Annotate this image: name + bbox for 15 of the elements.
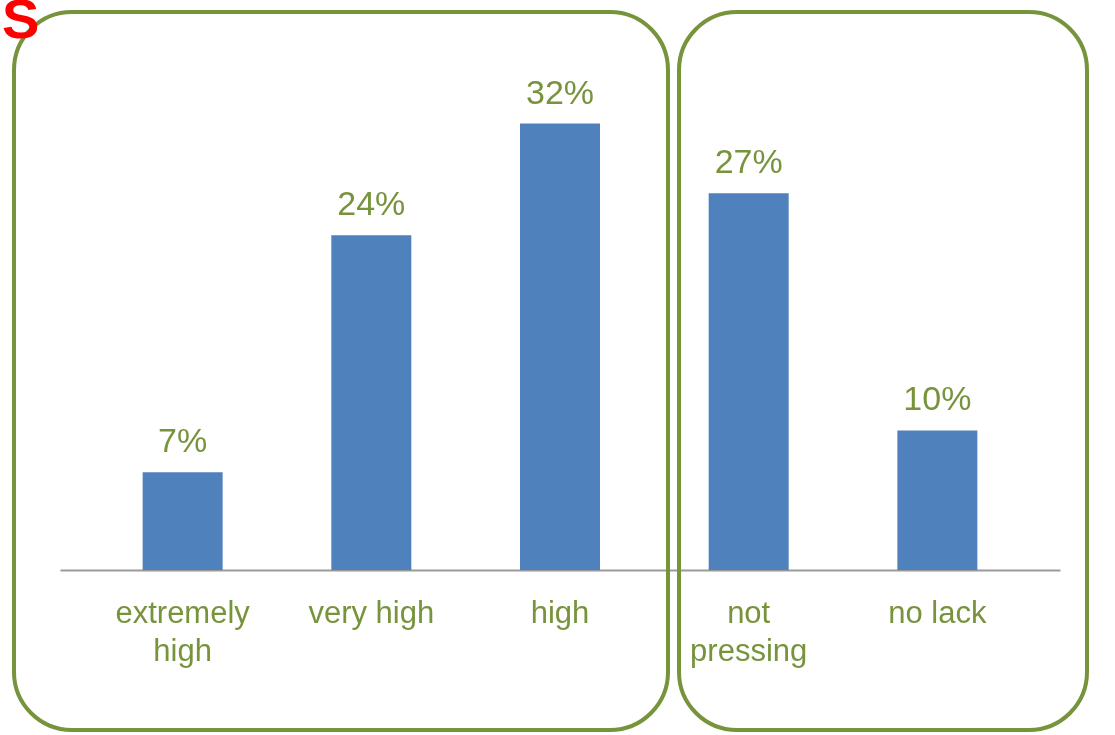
- x-tick-label: very high: [308, 594, 435, 630]
- data-label: 27%: [714, 142, 783, 181]
- data-label: 7%: [158, 421, 208, 460]
- x-tick-label: extremely high: [115, 594, 251, 668]
- bar: [708, 193, 789, 570]
- bar: [520, 123, 600, 570]
- bar: [142, 472, 223, 570]
- data-label: 10%: [903, 379, 972, 418]
- bar: [897, 430, 978, 570]
- x-tick-label: no lack: [888, 594, 987, 630]
- data-label: 32%: [525, 72, 595, 111]
- data-label: 24%: [337, 184, 406, 223]
- x-tick-label: high: [530, 594, 590, 630]
- bar: [331, 235, 412, 570]
- x-tick-label: not pressing: [690, 594, 808, 668]
